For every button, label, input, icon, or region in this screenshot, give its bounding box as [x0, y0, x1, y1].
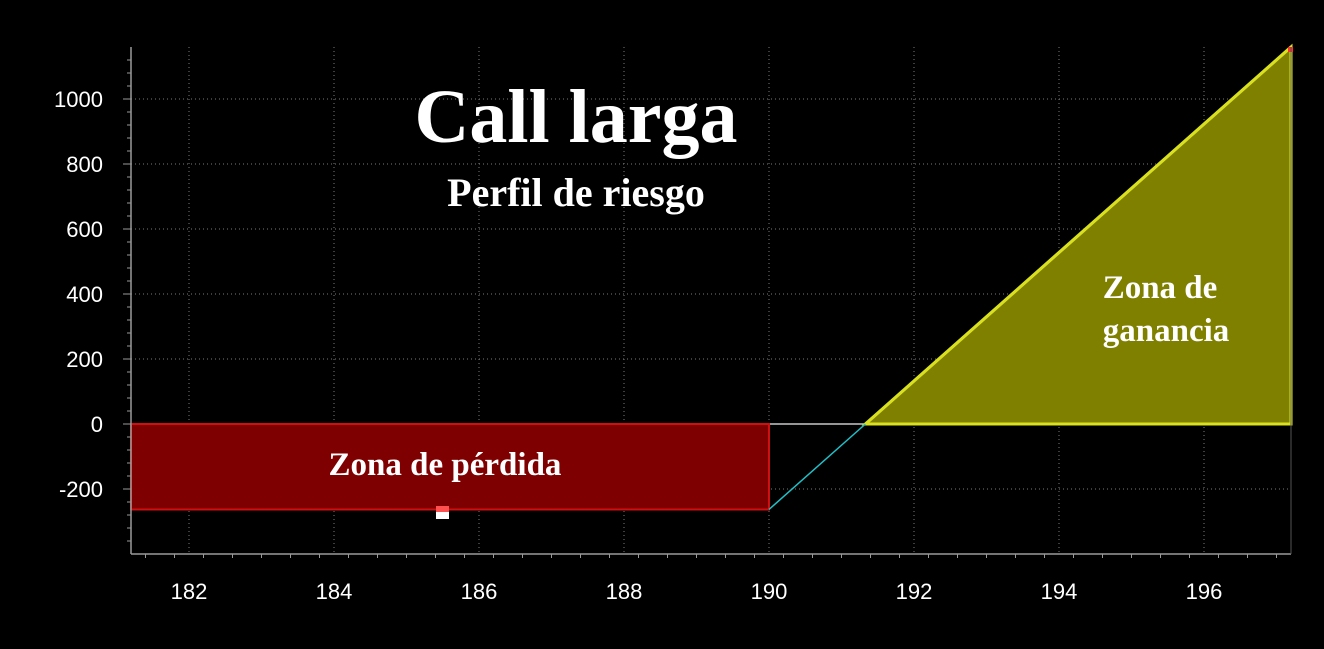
x-tick-label: 192 — [896, 579, 933, 604]
tick-labels: 182 184 186 188 190 192 194 196 -200 0 200 400 600 80… — [54, 87, 1222, 604]
x-tick-label: 188 — [606, 579, 643, 604]
x-tick-label: 186 — [461, 579, 498, 604]
x-tick-label: 182 — [171, 579, 208, 604]
loss-zone-label: Zona de pérdida — [329, 447, 562, 483]
axes — [123, 47, 1292, 558]
loss-zone — [130, 423, 770, 511]
y-tick-label: 0 — [91, 412, 103, 437]
x-tick-label: 196 — [1186, 579, 1223, 604]
x-tick-label: 184 — [316, 579, 353, 604]
payoff-line-profit — [864, 45, 1292, 426]
profit-zone-label-line2: ganancia — [1103, 313, 1230, 349]
x-tick-label: 190 — [751, 579, 788, 604]
x-tick-label: 194 — [1041, 579, 1078, 604]
y-tick-label: 800 — [66, 152, 103, 177]
profit-zone-label-line1: Zona de — [1103, 270, 1218, 306]
y-tick-label: 600 — [66, 217, 103, 242]
y-tick-label: 200 — [66, 347, 103, 372]
price-marker-icon — [436, 506, 449, 519]
payoff-line-segment — [768, 423, 866, 511]
chart-title: Call larga — [415, 75, 738, 159]
chart-subtitle: Perfil de riesgo — [447, 170, 705, 215]
y-tick-label: 400 — [66, 282, 103, 307]
y-tick-label: 1000 — [54, 87, 103, 112]
y-tick-label: -200 — [59, 477, 103, 502]
